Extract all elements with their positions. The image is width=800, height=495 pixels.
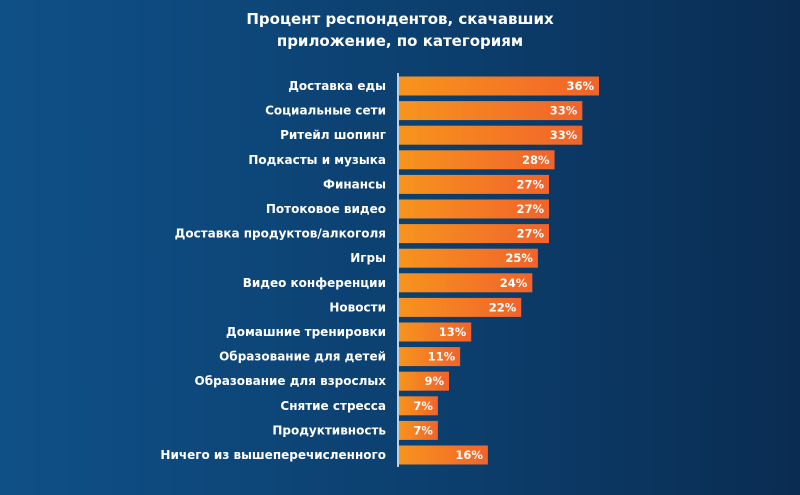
bar xyxy=(399,76,599,96)
bar xyxy=(399,224,549,244)
category-label: Снятие стресса xyxy=(280,399,386,413)
bar xyxy=(399,297,522,317)
category-label: Продуктивность xyxy=(272,423,386,437)
bar xyxy=(399,150,555,170)
bar xyxy=(399,174,549,194)
chart-title-line-1: Процент респондентов, скачавших xyxy=(246,10,554,28)
category-label: Новости xyxy=(329,300,386,314)
bar xyxy=(399,248,538,268)
value-label: 33% xyxy=(550,104,578,118)
category-label: Образование для взрослых xyxy=(195,374,387,388)
value-label: 33% xyxy=(550,128,578,142)
value-label: 22% xyxy=(489,300,517,314)
category-label: Домашние тренировки xyxy=(226,325,386,339)
value-label: 16% xyxy=(455,448,483,462)
bar xyxy=(399,322,472,342)
value-label: 9% xyxy=(424,374,444,388)
chart-title: Процент респондентов, скачавших приложен… xyxy=(0,8,800,52)
category-label: Ритейл шопинг xyxy=(280,128,386,142)
category-label: Подкасты и музыка xyxy=(248,153,386,167)
category-label: Доставка еды xyxy=(288,79,386,93)
value-label: 27% xyxy=(516,177,544,191)
bar xyxy=(399,125,583,145)
category-label: Ничего из вышеперечисленного xyxy=(160,448,386,462)
category-label: Образование для детей xyxy=(219,350,386,364)
value-label: 25% xyxy=(505,251,533,265)
value-label: 28% xyxy=(522,153,550,167)
bar xyxy=(399,371,449,391)
category-label: Видео конференции xyxy=(243,276,386,290)
bar xyxy=(399,273,533,293)
value-label: 24% xyxy=(500,276,528,290)
bar xyxy=(399,396,438,416)
category-label: Игры xyxy=(350,251,386,265)
bar xyxy=(399,420,438,440)
category-label: Доставка продуктов/алкоголя xyxy=(175,227,386,241)
category-label: Социальные сети xyxy=(265,104,386,118)
bar xyxy=(399,445,488,465)
value-label: 11% xyxy=(428,350,456,364)
category-label: Финансы xyxy=(323,177,386,191)
value-label: 7% xyxy=(413,423,433,437)
value-label: 27% xyxy=(516,227,544,241)
chart-title-line-2: приложение, по категориям xyxy=(276,32,524,50)
value-label: 36% xyxy=(566,79,594,93)
value-label: 7% xyxy=(413,399,433,413)
value-label: 13% xyxy=(439,325,467,339)
value-label: 27% xyxy=(516,202,544,216)
bar xyxy=(399,199,549,219)
bar xyxy=(399,101,583,121)
bar xyxy=(399,347,461,367)
category-label: Потоковое видео xyxy=(266,202,386,216)
